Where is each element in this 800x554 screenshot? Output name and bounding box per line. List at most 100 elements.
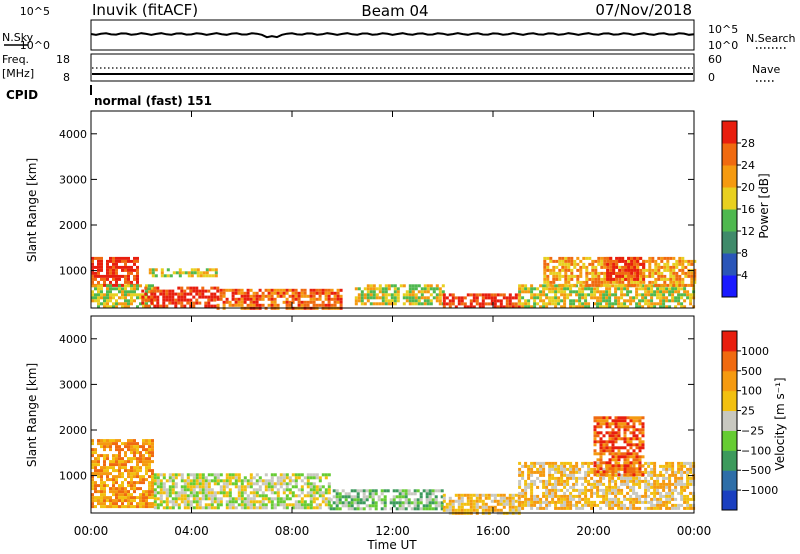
heat-cell [192, 479, 196, 483]
heat-cell [109, 448, 112, 452]
heat-cell [569, 491, 573, 495]
heat-cell [156, 295, 160, 299]
heat-cell [617, 461, 621, 465]
heat-cell [638, 482, 642, 486]
heat-cell [606, 271, 610, 275]
heat-cell [466, 496, 470, 500]
heat-cell [611, 485, 615, 489]
heat-cell [641, 446, 645, 450]
heat-cell [202, 271, 206, 275]
heat-cell [201, 473, 205, 477]
heat-cell [653, 479, 657, 483]
heat-cell [548, 482, 552, 486]
heat-cell [106, 268, 109, 272]
heat-cell [252, 303, 256, 307]
heat-cell [680, 287, 684, 291]
heat-cell [593, 461, 597, 465]
heat-cell [657, 277, 661, 281]
heat-cell [608, 425, 612, 429]
heat-cell [103, 442, 106, 446]
heat-cell [309, 482, 313, 486]
heat-cell [363, 293, 367, 297]
heat-cell [551, 284, 555, 288]
heat-cell [162, 506, 166, 510]
heat-cell [469, 502, 473, 506]
heat-cell [204, 488, 208, 492]
heat-cell [575, 470, 579, 474]
heat-cell [193, 268, 197, 272]
heat-cell [106, 484, 109, 488]
heat-cell [440, 501, 444, 505]
heat-cell [600, 259, 604, 263]
heat-cell [543, 277, 547, 281]
heat-cell [635, 428, 639, 432]
heat-cell [362, 501, 366, 505]
heat-cell [425, 492, 429, 496]
heat-cell [118, 475, 121, 479]
heat-cell [609, 256, 613, 260]
heat-cell [475, 508, 479, 512]
heat-cell [686, 290, 690, 294]
x-tick-label: 08:00 [275, 524, 310, 538]
heat-cell [569, 302, 573, 306]
heat-cell [371, 504, 375, 508]
heat-cell [530, 473, 534, 477]
heat-cell [518, 287, 522, 291]
heat-cell [530, 494, 534, 498]
heat-cell [118, 472, 121, 476]
heat-cell [608, 467, 612, 471]
heat-cell [647, 464, 651, 468]
heat-cell [318, 479, 322, 483]
heat-cell [632, 299, 636, 303]
heat-cell [431, 507, 435, 511]
heat-cell [552, 265, 556, 269]
heat-cell [354, 287, 358, 291]
heat-cell [448, 299, 452, 303]
heat-cell [151, 268, 155, 272]
heat-cell [118, 499, 121, 503]
heat-cell [341, 495, 345, 499]
heat-cell [133, 277, 136, 281]
heat-cell [626, 299, 630, 303]
heat-cell [162, 500, 166, 504]
heat-cell [249, 485, 253, 489]
heat-cell [121, 490, 124, 494]
heat-cell [662, 287, 666, 291]
heat-cell [294, 291, 298, 295]
heat-cell [594, 274, 598, 278]
heat-cell [641, 428, 645, 432]
heat-cell [181, 271, 185, 275]
heat-cell [626, 440, 630, 444]
heat-cell [216, 289, 220, 293]
heat-cell [211, 274, 215, 278]
heat-cell [484, 293, 488, 297]
heat-cell [662, 482, 666, 486]
heat-cell [249, 500, 253, 504]
heat-cell [570, 268, 574, 272]
heat-cell [557, 497, 561, 501]
heat-cell [626, 458, 630, 462]
heat-cell [100, 262, 103, 266]
heat-cell [496, 502, 500, 506]
heat-cell [629, 497, 633, 501]
heat-cell [566, 284, 570, 288]
heat-cell [602, 419, 606, 423]
heat-cell [426, 302, 430, 306]
heat-cell [600, 271, 604, 275]
heat-cell [112, 478, 115, 482]
heat-cell [633, 256, 637, 260]
heat-cell [344, 495, 348, 499]
heat-cell [139, 293, 142, 297]
heat-cell [279, 482, 283, 486]
y-tick-label: 1000 [59, 265, 87, 278]
heat-cell [97, 502, 100, 506]
heat-cell [94, 505, 97, 509]
heat-cell [563, 305, 567, 309]
heat-cell [680, 503, 684, 507]
heat-cell [276, 488, 280, 492]
heat-cell [264, 497, 268, 501]
heat-cell [124, 302, 127, 306]
heat-cell [335, 498, 339, 502]
heat-cell [680, 305, 684, 309]
heat-cell [647, 305, 651, 309]
